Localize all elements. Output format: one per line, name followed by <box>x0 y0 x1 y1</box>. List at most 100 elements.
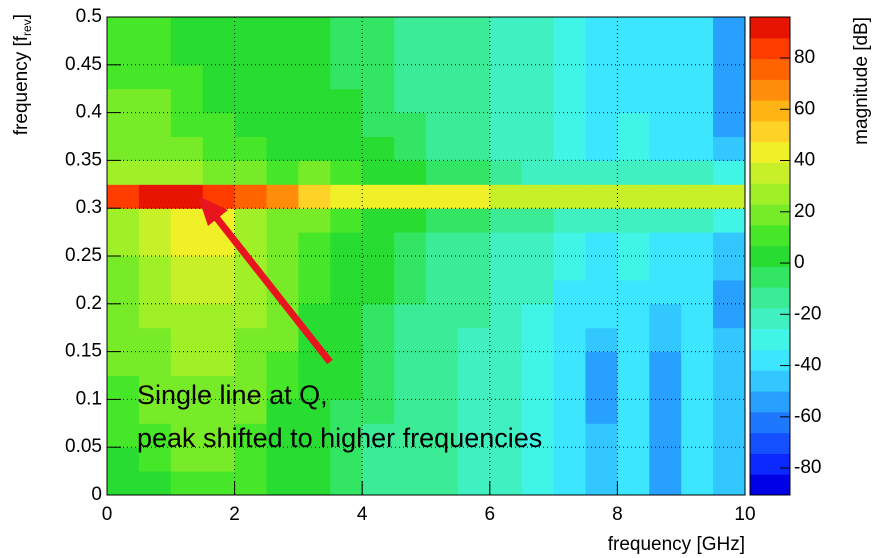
cell <box>489 112 523 137</box>
cell <box>266 136 299 161</box>
cell <box>681 279 714 305</box>
cell <box>298 160 331 185</box>
cell <box>298 184 331 209</box>
colorbar-tick-label: 20 <box>794 201 815 222</box>
cell <box>489 184 523 209</box>
cell <box>138 17 172 42</box>
cell <box>489 375 523 400</box>
cell <box>330 232 363 257</box>
cell <box>107 232 140 257</box>
cell <box>649 279 682 305</box>
x-tick-label: 4 <box>357 504 368 525</box>
cell <box>394 256 427 281</box>
cell <box>170 160 204 185</box>
colorbar-tick-label: 40 <box>794 150 815 171</box>
cell <box>521 447 555 472</box>
cell <box>617 256 650 281</box>
cell <box>521 40 555 66</box>
cell <box>394 375 427 400</box>
cell <box>234 136 267 161</box>
cell <box>585 88 618 114</box>
colorbar-segment <box>750 432 790 454</box>
cell <box>585 303 618 329</box>
cell <box>426 184 459 209</box>
cell <box>426 423 459 448</box>
cell <box>394 423 427 448</box>
cell <box>394 351 427 376</box>
y-tick-label: 0.1 <box>76 388 102 409</box>
cell <box>713 399 746 424</box>
cell <box>585 327 618 353</box>
cell <box>266 256 299 281</box>
cell <box>170 279 204 305</box>
cell <box>330 327 363 353</box>
cell <box>457 375 491 400</box>
colorbar-segment <box>750 453 790 475</box>
cell <box>298 232 331 257</box>
cell <box>521 303 555 329</box>
cell <box>553 232 586 257</box>
cell <box>489 447 523 472</box>
cell <box>170 399 204 424</box>
colorbar-tick-label: -80 <box>794 457 821 478</box>
cell <box>617 279 650 305</box>
cell <box>457 160 491 185</box>
cell <box>681 160 714 185</box>
cell <box>394 447 427 472</box>
x-tick-label: 6 <box>485 504 496 525</box>
cell <box>266 17 299 42</box>
cell <box>649 399 682 424</box>
cell <box>553 327 586 353</box>
cell <box>585 208 618 233</box>
cell <box>426 88 459 114</box>
cell <box>585 40 618 66</box>
cell <box>489 399 523 424</box>
cell <box>138 64 172 90</box>
cell <box>107 447 140 472</box>
cell <box>330 375 363 400</box>
cell <box>202 40 236 66</box>
cell <box>457 399 491 424</box>
cell <box>362 399 395 424</box>
cell <box>330 256 363 281</box>
y-label-text: frequency [f <box>11 35 32 135</box>
cell <box>266 112 299 137</box>
cell <box>681 327 714 353</box>
cell <box>649 256 682 281</box>
cell <box>681 17 714 42</box>
cell <box>681 447 714 472</box>
cell <box>489 88 523 114</box>
y-tick-label: 0.25 <box>65 245 102 266</box>
cell <box>107 423 140 448</box>
colorbar-tick-label: -40 <box>794 355 821 376</box>
cell <box>394 160 427 185</box>
cell <box>489 423 523 448</box>
cell <box>170 327 204 353</box>
cell <box>298 423 331 448</box>
cell <box>426 136 459 161</box>
cell <box>553 279 586 305</box>
colorbar-tick-label: 80 <box>794 47 815 68</box>
cell <box>426 160 459 185</box>
cell <box>649 375 682 400</box>
cell <box>298 447 331 472</box>
cell <box>489 40 523 66</box>
cell <box>585 112 618 137</box>
cell <box>489 136 523 161</box>
cell <box>298 256 331 281</box>
cell <box>202 112 236 137</box>
cell <box>362 375 395 400</box>
cell <box>107 471 140 496</box>
cell <box>298 208 331 233</box>
cell <box>138 160 172 185</box>
colorbar-tick-label: -20 <box>794 303 821 324</box>
cell <box>617 327 650 353</box>
cell <box>298 136 331 161</box>
cell <box>553 423 586 448</box>
cell <box>138 136 172 161</box>
cell <box>457 256 491 281</box>
cell <box>234 471 267 496</box>
y-tick-label: 0.05 <box>65 436 102 457</box>
cell <box>617 351 650 376</box>
colorbar-segment <box>750 411 790 434</box>
